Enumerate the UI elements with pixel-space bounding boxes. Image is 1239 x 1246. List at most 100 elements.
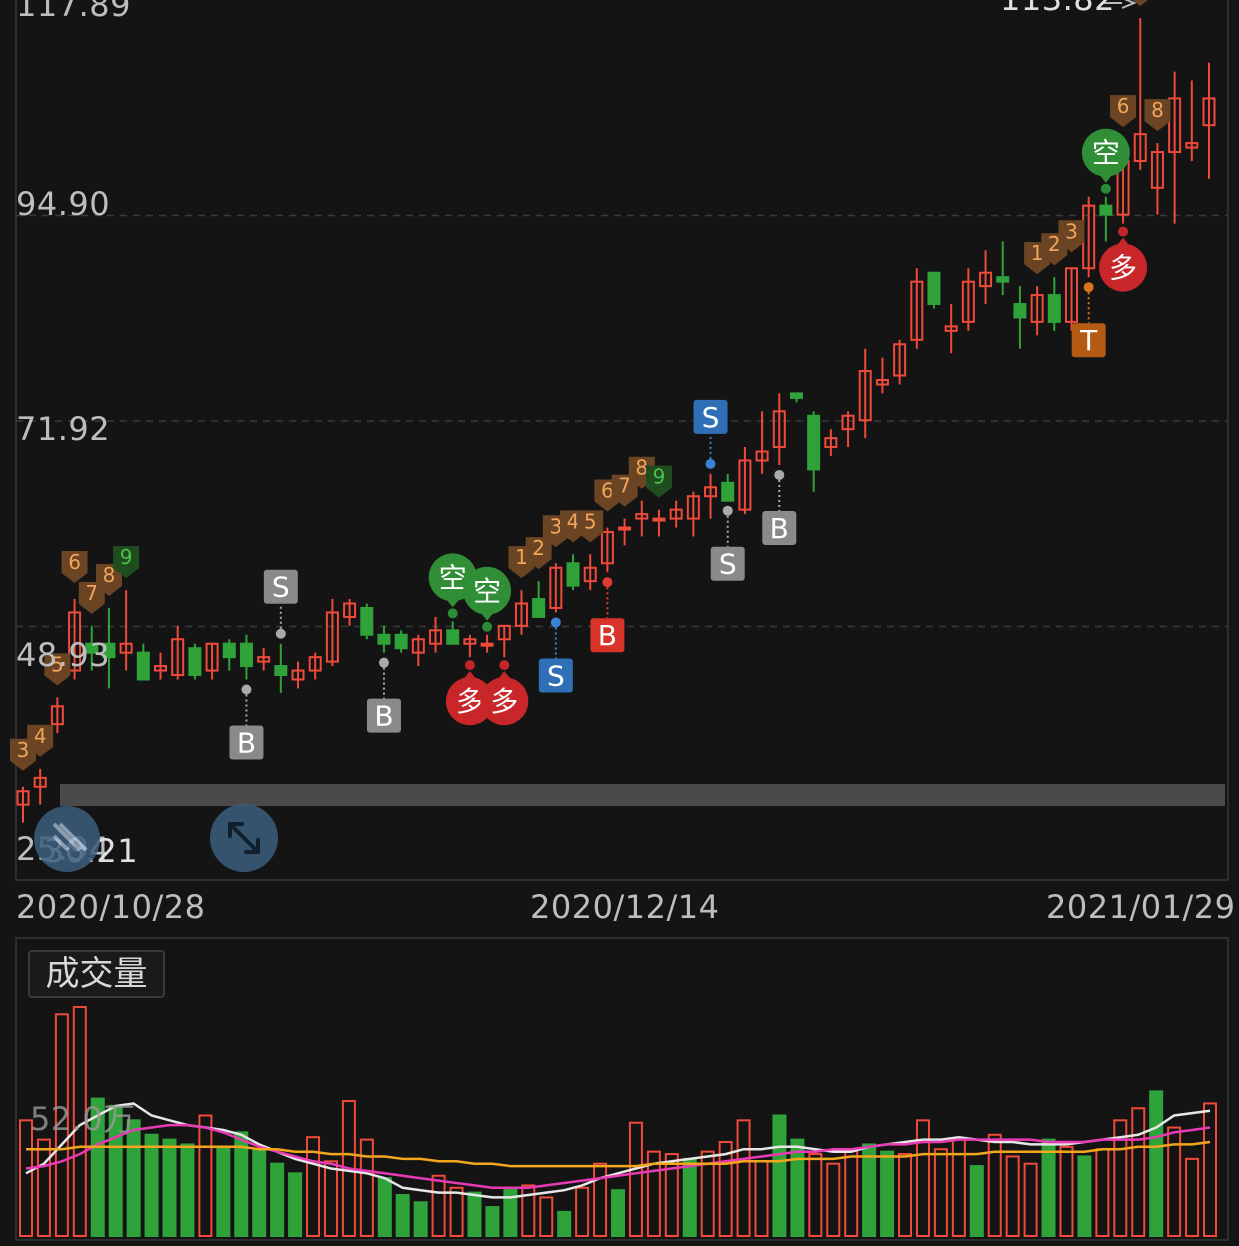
volume-bar-up	[915, 1119, 930, 1237]
signal-box-label: B	[374, 700, 393, 733]
volume-level-label: 52.0万	[30, 1100, 136, 1138]
high-price-marker: 113.82	[1000, 0, 1115, 18]
count-marker: 4	[27, 724, 54, 757]
volume-bar-up	[359, 1138, 374, 1237]
count-badge	[61, 551, 88, 584]
signal-box-marker: S	[710, 505, 745, 581]
volume-bar-up	[664, 1153, 679, 1238]
volume-bar-down	[270, 1162, 285, 1237]
long-bubble-marker: 多	[445, 660, 494, 726]
volume-bar-up	[736, 1119, 751, 1237]
count-marker: 5	[44, 652, 71, 686]
candle-up	[979, 271, 993, 288]
volume-bars	[19, 1006, 1217, 1238]
candle-up	[497, 624, 511, 641]
count-label: 9	[120, 545, 133, 569]
bubble-label: 空	[439, 561, 467, 594]
candle-up	[1168, 97, 1182, 154]
volume-bar-down	[126, 1119, 141, 1237]
count-label: 3	[549, 514, 562, 538]
volume-bar-up	[1185, 1157, 1200, 1238]
volume-bar-up	[933, 1148, 948, 1237]
signal-markers: 3456789BSB空多空多12S345B6789SSB123T空6多78	[10, 0, 1171, 771]
volume-bar-up	[646, 1150, 661, 1238]
candle-up	[635, 513, 649, 520]
volume-bar-up	[1095, 1148, 1110, 1237]
volume-bar-up	[575, 1186, 590, 1238]
bubble-label: 多	[490, 685, 518, 718]
count-badge	[525, 537, 552, 570]
collapse-button[interactable]	[34, 806, 100, 872]
bubble	[1081, 128, 1130, 177]
bubble-pointer	[1097, 172, 1114, 183]
volume-bar-up	[306, 1136, 321, 1237]
bubble	[463, 566, 512, 615]
volume-bar-down	[413, 1201, 428, 1238]
candle-up	[68, 611, 82, 672]
signal-box	[762, 510, 797, 545]
volume-bar-down	[485, 1206, 500, 1237]
signal-box-marker: B	[590, 577, 625, 653]
signal-box-label: B	[770, 512, 789, 545]
signal-dot	[1083, 282, 1094, 293]
bubble-dot	[1118, 226, 1129, 237]
candle-up	[910, 280, 924, 341]
volume-panel-title[interactable]: 成交量	[28, 950, 165, 998]
count-label: 3	[1065, 219, 1078, 243]
candle-up	[858, 370, 872, 422]
signal-box-label: S	[702, 401, 720, 434]
range-scrollbar[interactable]	[60, 784, 1225, 806]
signal-dot	[550, 617, 561, 628]
volume-bar-up	[1059, 1145, 1074, 1237]
candle-up	[1202, 97, 1216, 127]
count-marker: 8	[95, 563, 122, 596]
candle-up	[325, 611, 339, 663]
candle-up	[50, 705, 64, 726]
signal-box-label: B	[237, 726, 256, 759]
bubble-label: 空	[1092, 137, 1120, 170]
count-badge	[577, 510, 604, 543]
volume-bar-up	[593, 1162, 608, 1237]
volume-bar-down	[862, 1143, 877, 1238]
price-axis-label: 48.93	[16, 636, 111, 674]
bubble-pointer	[461, 671, 478, 682]
volume-bar-up	[54, 1013, 69, 1238]
signal-box-marker: S	[538, 617, 573, 693]
bubble-dot	[1100, 183, 1111, 194]
count-badge	[78, 581, 105, 614]
candle-up	[652, 517, 666, 522]
bubble	[445, 677, 494, 726]
candle-up	[1064, 267, 1078, 323]
volume-bar-up	[898, 1153, 913, 1238]
volume-bar-up	[539, 1196, 554, 1237]
candle-up	[755, 450, 769, 462]
candle-down	[394, 633, 408, 650]
candle-up	[1030, 294, 1044, 323]
bubble-pointer	[496, 671, 513, 682]
count-marker: 3	[1058, 219, 1085, 253]
count-label: 6	[1117, 94, 1130, 118]
volume-bar-down	[162, 1138, 177, 1237]
volume-ma-magenta-line	[25, 1123, 1211, 1190]
volume-bar-up	[1203, 1102, 1217, 1237]
count-badge	[645, 465, 672, 498]
volume-bar-up	[1113, 1119, 1128, 1237]
price-axis-label: 71.92	[16, 410, 111, 448]
volume-bar-up	[19, 1119, 33, 1237]
candle-up	[257, 656, 271, 663]
price-axis-top: 117.89	[16, 0, 131, 24]
candle-down	[807, 414, 821, 471]
count-label: 2	[1048, 232, 1061, 256]
volume-bar-up	[449, 1186, 464, 1238]
candle-up	[738, 459, 752, 511]
count-label: 5	[51, 652, 64, 676]
count-label: 5	[584, 509, 597, 533]
expand-button[interactable]	[210, 804, 278, 872]
candle-up	[600, 530, 614, 565]
signal-box	[710, 546, 745, 581]
count-marker: 7	[611, 474, 638, 507]
signal-box-marker: T	[1071, 282, 1106, 358]
volume-ma-orange-line	[26, 1140, 1211, 1168]
signal-dot	[722, 505, 733, 516]
